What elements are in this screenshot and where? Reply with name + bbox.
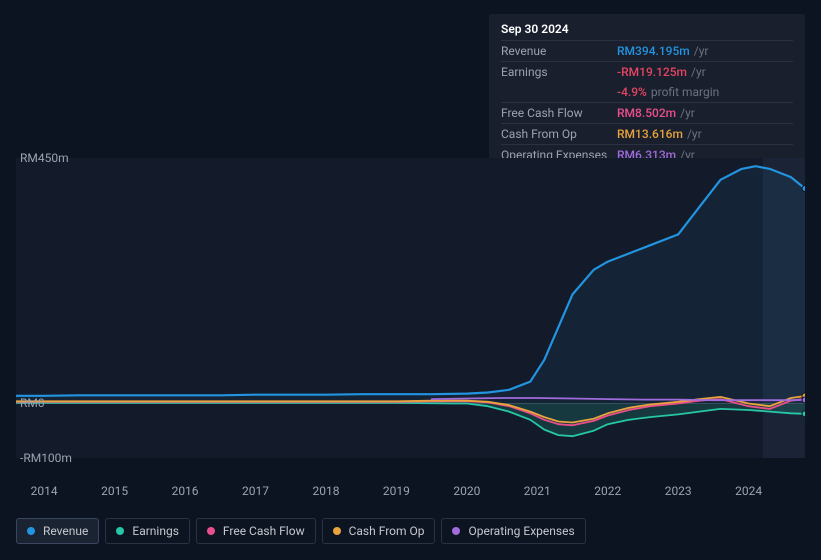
x-axis-label: 2022: [594, 484, 621, 498]
legend-label: Earnings: [132, 524, 179, 538]
chart-plot-area: [16, 158, 805, 458]
chart-legend: Revenue Earnings Free Cash Flow Cash From O…: [16, 518, 586, 544]
tooltip-metric-label: [501, 85, 617, 99]
tooltip-metric-value: -RM19.125m: [617, 65, 687, 79]
tooltip-metric-value: RM394.195m: [617, 44, 690, 58]
x-axis-label: 2016: [172, 484, 199, 498]
financials-chart[interactable]: RM450mRM0-RM100m: [16, 158, 805, 503]
x-axis-labels: 2014 2015 2016 2017 2018 2019 2020 2021 2022 2023…: [16, 484, 805, 500]
x-axis-label: 2018: [312, 484, 339, 498]
tooltip-metric-label: Free Cash Flow: [501, 106, 617, 120]
y-axis-label: RM450m: [20, 151, 69, 165]
x-axis-label: 2021: [524, 484, 551, 498]
legend-item-free-cash-flow[interactable]: Free Cash Flow: [196, 518, 316, 544]
legend-item-operating-expenses[interactable]: Operating Expenses: [441, 518, 585, 544]
tooltip-metric-label: Revenue: [501, 44, 617, 58]
legend-label: Cash From Op: [349, 524, 425, 538]
y-axis-label: -RM100m: [20, 451, 72, 465]
x-axis-label: 2023: [665, 484, 692, 498]
tooltip-row: Cash From OpRM13.616m/yr: [501, 123, 793, 144]
tooltip-metric-value: -4.9%: [617, 85, 647, 99]
tooltip-metric-value: RM13.616m: [617, 127, 683, 141]
chart-tooltip: Sep 30 2024 RevenueRM394.195m/yrEarnings…: [489, 14, 805, 171]
tooltip-row: Free Cash FlowRM8.502m/yr: [501, 102, 793, 123]
tooltip-row: Earnings-RM19.125m/yr: [501, 61, 793, 82]
y-axis-label: RM0: [20, 396, 45, 410]
legend-item-earnings[interactable]: Earnings: [105, 518, 190, 544]
legend-dot-icon: [116, 527, 124, 535]
tooltip-row: RevenueRM394.195m/yr: [501, 40, 793, 61]
legend-item-cash-from-op[interactable]: Cash From Op: [322, 518, 436, 544]
tooltip-date: Sep 30 2024: [501, 22, 793, 40]
tooltip-metric-suffix: /yr: [687, 127, 702, 141]
x-axis-label: 2024: [735, 484, 762, 498]
legend-label: Operating Expenses: [468, 524, 574, 538]
legend-label: Revenue: [43, 524, 88, 538]
x-axis-label: 2020: [453, 484, 480, 498]
legend-dot-icon: [333, 527, 341, 535]
x-axis-label: 2014: [31, 484, 58, 498]
tooltip-row: -4.9% profit margin: [501, 82, 793, 102]
tooltip-metric-value: RM8.502m: [617, 106, 676, 120]
x-axis-label: 2015: [101, 484, 128, 498]
legend-dot-icon: [207, 527, 215, 535]
legend-label: Free Cash Flow: [223, 524, 305, 538]
tooltip-metric-suffix: /yr: [694, 44, 709, 58]
tooltip-metric-suffix: profit margin: [651, 85, 719, 99]
tooltip-metric-label: Cash From Op: [501, 127, 617, 141]
tooltip-metric-suffix: /yr: [680, 106, 695, 120]
legend-dot-icon: [27, 527, 35, 535]
x-axis-label: 2019: [383, 484, 410, 498]
legend-dot-icon: [452, 527, 460, 535]
x-axis-label: 2017: [242, 484, 269, 498]
tooltip-metric-suffix: /yr: [691, 65, 706, 79]
tooltip-metric-label: Earnings: [501, 65, 617, 79]
legend-item-revenue[interactable]: Revenue: [16, 518, 99, 544]
